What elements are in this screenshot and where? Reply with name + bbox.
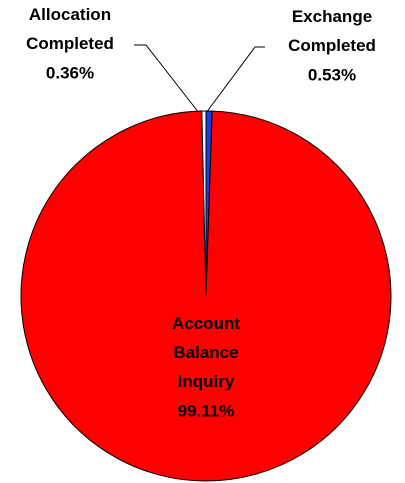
value-label: 99.11% — [178, 401, 235, 420]
value-label: 0.36% — [46, 63, 94, 82]
slice-label: Allocation Completed — [26, 5, 114, 53]
leader-line — [205, 46, 265, 114]
label-line: Balance — [173, 343, 238, 362]
label-line: Exchange — [292, 7, 372, 26]
pie-slice — [20, 110, 392, 482]
pie-slice — [201, 110, 207, 297]
leader-line — [134, 44, 200, 114]
label-line: Completed — [26, 34, 114, 53]
label-line: Allocation — [29, 5, 111, 24]
label-line: Account — [172, 314, 240, 333]
value-label: 0.53% — [308, 65, 356, 84]
slice-label: Account Balance Inquiry — [172, 314, 240, 391]
slice-label: Exchange Completed — [288, 7, 376, 55]
label-line: Completed — [288, 36, 376, 55]
label-line: Inquiry — [178, 372, 235, 391]
